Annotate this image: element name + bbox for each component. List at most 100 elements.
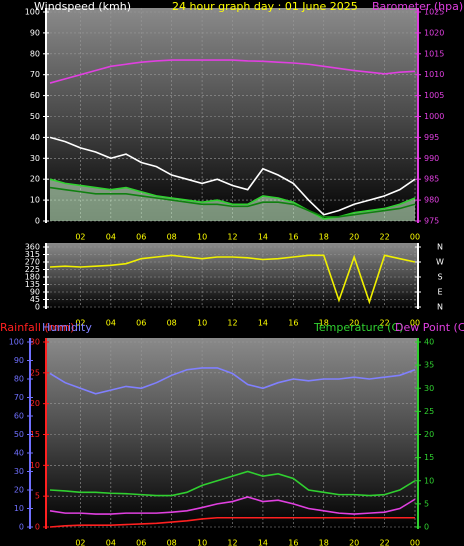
series-line (49, 470, 416, 497)
y3-tick-label: 100 (9, 338, 24, 347)
y-tick-label: 180 (25, 273, 40, 282)
y-tick-label: 90 (30, 28, 40, 37)
series-line (49, 136, 416, 216)
series-label: Barometer (hpa) (372, 0, 463, 13)
x-tick-label: 08 (167, 539, 177, 546)
x-tick-label: 02 (75, 233, 85, 242)
y-tick-label: 60 (30, 91, 40, 100)
x-tick-label: 00 (410, 319, 420, 328)
y2-tick-label: 15 (424, 453, 434, 462)
series-label: Temperature (C) (313, 321, 403, 334)
series-label: Dew Point (C) (395, 321, 464, 334)
y-tick-label: 360 (25, 243, 40, 252)
y-tick-label: 40 (30, 133, 40, 142)
y2-tick-label: 30 (424, 384, 434, 393)
y2-tick-label: 1025 (424, 8, 444, 17)
x-tick-label: 06 (136, 539, 146, 546)
y3-tick-label: 10 (14, 504, 24, 513)
x-tick-label: 16 (288, 319, 298, 328)
series-line (49, 367, 416, 395)
y-tick-label: 5 (35, 492, 40, 501)
x-tick-label: 14 (258, 319, 268, 328)
y-tick-label: 10 (30, 461, 40, 470)
y2-tick-label: W (436, 258, 444, 267)
y3-tick-label: 0 (19, 523, 24, 532)
x-tick-label: 12 (227, 319, 237, 328)
x-tick-label: 08 (167, 319, 177, 328)
x-tick-label: 08 (167, 233, 177, 242)
y-tick-label: 30 (30, 338, 40, 347)
chart-title: 24 hour graph day : 01 June 2025 (172, 0, 358, 13)
x-tick-label: 00 (410, 539, 420, 546)
y2-tick-label: 1020 (424, 28, 444, 37)
y2-tick-label: S (437, 273, 442, 282)
series-line (49, 178, 416, 220)
y2-tick-label: 990 (424, 154, 439, 163)
y-tick-label: 15 (30, 430, 40, 439)
area (50, 179, 415, 221)
x-tick-label: 10 (197, 539, 207, 546)
x-tick-label: 16 (288, 539, 298, 546)
x-tick-label: 06 (136, 233, 146, 242)
y2-tick-label: 5 (424, 499, 429, 508)
y-tick-label: 100 (25, 8, 40, 17)
y-tick-label: 0 (35, 217, 40, 226)
x-tick-label: 00 (410, 233, 420, 242)
y3-tick-label: 80 (14, 375, 24, 384)
x-tick-label: 22 (379, 233, 389, 242)
y-tick-label: 0 (35, 303, 40, 312)
series-line (49, 59, 416, 84)
x-tick-label: 18 (319, 319, 329, 328)
y3-tick-label: 30 (14, 467, 24, 476)
y2-tick-label: 10 (424, 476, 434, 485)
x-tick-label: 18 (319, 233, 329, 242)
y2-tick-label: 20 (424, 430, 434, 439)
x-tick-label: 04 (106, 233, 116, 242)
y3-tick-label: 60 (14, 412, 24, 421)
y2-tick-label: 985 (424, 175, 439, 184)
y-tick-label: 30 (30, 154, 40, 163)
y2-tick-label: 975 (424, 217, 439, 226)
x-tick-label: 20 (349, 233, 359, 242)
x-tick-label: 04 (106, 539, 116, 546)
x-tick-label: 10 (197, 233, 207, 242)
x-tick-label: 22 (379, 539, 389, 546)
x-tick-label: 20 (349, 319, 359, 328)
y2-tick-label: N (437, 303, 443, 312)
x-tick-label: 06 (136, 319, 146, 328)
x-tick-label: 12 (227, 539, 237, 546)
y-tick-label: 50 (30, 112, 40, 121)
x-tick-label: 14 (258, 233, 268, 242)
y-tick-label: 45 (30, 295, 40, 304)
y3-tick-label: 90 (14, 356, 24, 365)
y-tick-label: 20 (30, 399, 40, 408)
y2-tick-label: N (437, 243, 443, 252)
series-line (49, 496, 416, 515)
y2-tick-label: 40 (424, 338, 434, 347)
x-tick-label: 14 (258, 539, 268, 546)
y-tick-label: 0 (35, 523, 40, 532)
y-tick-label: 90 (30, 288, 40, 297)
y-tick-label: 315 (25, 250, 40, 259)
y3-tick-label: 40 (14, 449, 24, 458)
y-tick-label: 70 (30, 70, 40, 79)
x-tick-label: 20 (349, 539, 359, 546)
series-line (49, 516, 415, 528)
x-tick-label: 18 (319, 539, 329, 546)
y2-tick-label: 1000 (424, 112, 444, 121)
plot-background (46, 8, 418, 223)
y2-tick-label: 35 (424, 361, 434, 370)
x-tick-label: 22 (379, 319, 389, 328)
series-label: Humidity (42, 321, 92, 334)
y-axis-label: Windspeed (kmh) (34, 0, 131, 13)
y3-tick-label: 20 (14, 486, 24, 495)
y2-tick-label: 995 (424, 133, 439, 142)
x-tick-label: 12 (227, 233, 237, 242)
y-tick-label: 80 (30, 49, 40, 58)
y-tick-label: 270 (25, 258, 40, 267)
plot-background (46, 243, 418, 309)
x-tick-label: 16 (288, 233, 298, 242)
plot-background (46, 338, 418, 529)
